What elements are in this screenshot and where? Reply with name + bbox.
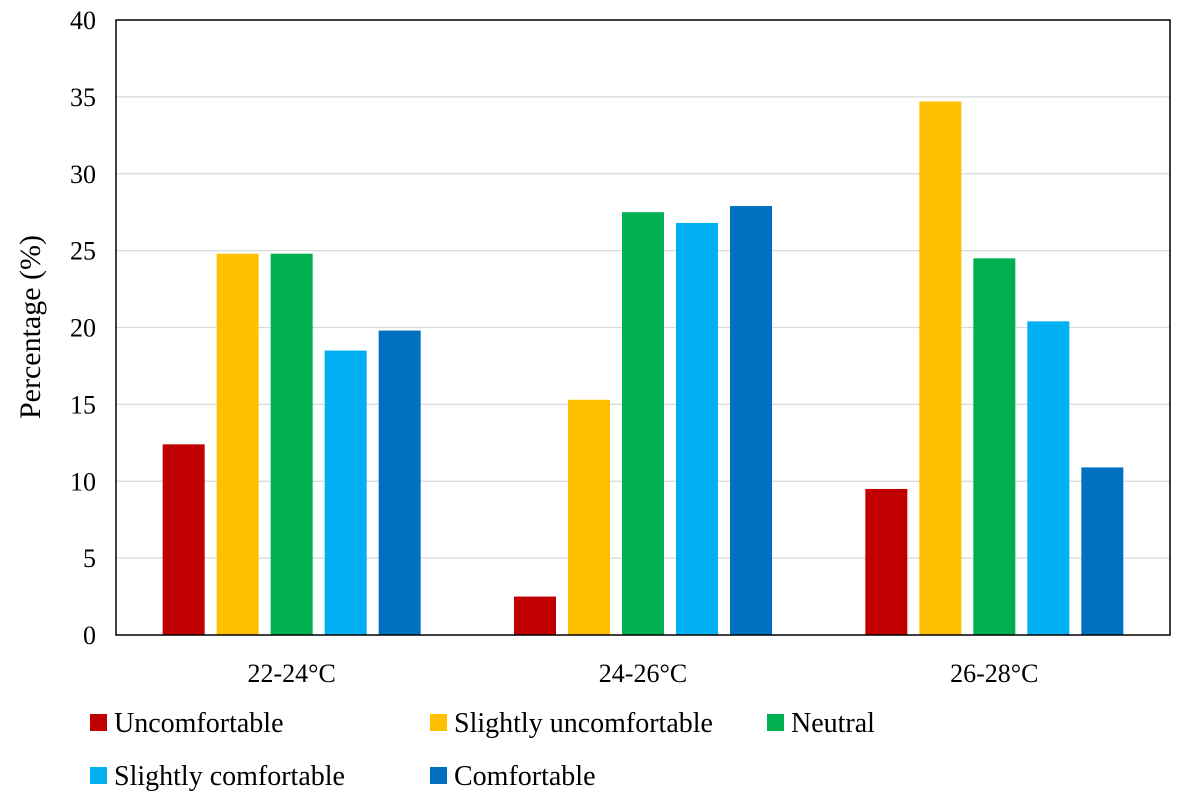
legend-item: Comfortable	[430, 761, 596, 792]
y-tick-label: 25	[70, 237, 96, 266]
bar-comfortable	[730, 206, 772, 635]
bar-slightly-uncomfortable	[216, 253, 259, 635]
bar-neutral	[270, 253, 313, 635]
x-tick-labels: 22-24°C 24-26°C 26-28°C	[247, 659, 1038, 688]
x-tick-label: 22-24°C	[247, 659, 335, 688]
y-tick-label: 30	[70, 160, 96, 189]
y-axis-title: Percentage (%)	[14, 235, 47, 419]
bar-uncomfortable	[514, 596, 556, 635]
bar-neutral	[973, 258, 1016, 635]
y-tick-label: 0	[83, 621, 96, 650]
legend-label: Comfortable	[454, 761, 596, 792]
bars	[162, 101, 1124, 636]
y-tick-labels: 0 5 10 15 20 25 30 35 40	[70, 6, 96, 650]
y-tick-label: 15	[70, 390, 96, 419]
legend-item: Neutral	[767, 708, 875, 739]
legend-swatch	[430, 714, 447, 731]
legend-swatch	[90, 714, 107, 731]
bar-uncomfortable	[162, 444, 205, 635]
x-tick-label: 26-28°C	[950, 659, 1038, 688]
bar-slightly-comfortable	[1027, 321, 1070, 635]
legend-item: Slightly comfortable	[90, 761, 345, 792]
y-tick-label: 40	[70, 6, 96, 35]
bar-slightly-uncomfortable	[919, 101, 962, 636]
y-tick-label: 10	[70, 467, 96, 496]
legend-label: Neutral	[791, 708, 875, 739]
x-tick-label: 24-26°C	[599, 659, 687, 688]
legend-label: Slightly uncomfortable	[454, 708, 713, 739]
bar-neutral	[622, 212, 664, 635]
bar-slightly-uncomfortable	[568, 399, 610, 635]
axes	[115, 19, 1171, 636]
legend-label: Slightly comfortable	[114, 761, 345, 792]
bar-slightly-comfortable	[324, 350, 367, 635]
bar-comfortable	[378, 330, 421, 635]
legend-item: Uncomfortable	[90, 708, 284, 739]
plot-border	[115, 19, 1171, 636]
bar-comfortable	[1081, 467, 1124, 635]
bar-slightly-comfortable	[676, 222, 718, 635]
y-tick-label: 35	[70, 83, 96, 112]
legend-swatch	[430, 767, 447, 784]
legend-swatch	[90, 767, 107, 784]
y-tick-label: 20	[70, 314, 96, 343]
y-tick-label: 5	[83, 544, 96, 573]
legend-item: Slightly uncomfortable	[430, 708, 713, 739]
bar-uncomfortable	[865, 488, 908, 635]
legend-swatch	[767, 714, 784, 731]
legend-label: Uncomfortable	[114, 708, 284, 739]
legend: Uncomfortable Slightly uncomfortable Neutr…	[90, 708, 875, 792]
